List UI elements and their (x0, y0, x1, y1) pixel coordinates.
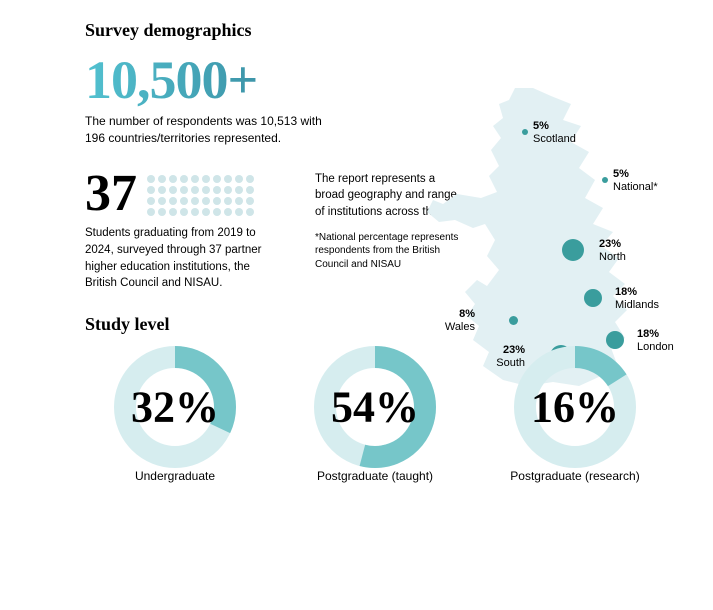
dot-icon (169, 208, 177, 216)
stat-37-number: 37 (85, 171, 137, 218)
dot-icon (147, 208, 155, 216)
map-label-pct: 8% (459, 308, 475, 320)
dot-icon (246, 208, 254, 216)
dot-icon (191, 208, 199, 216)
dot-icon (147, 175, 155, 183)
dot-icon (224, 175, 232, 183)
map-bubble-scotland (522, 129, 528, 135)
dot-icon (158, 208, 166, 216)
dot-icon (246, 175, 254, 183)
dot-icon (235, 186, 243, 194)
dot-icon (158, 197, 166, 205)
map-bubble-north (562, 239, 584, 261)
dot-icon (180, 208, 188, 216)
donut-label: Postgraduate (taught) (285, 469, 465, 483)
dot-icon (191, 186, 199, 194)
dot-icon (202, 175, 210, 183)
map-label-pct: 18% (637, 328, 659, 340)
dot-icon (191, 197, 199, 205)
map-label-name: Midlands (615, 299, 659, 311)
dot-icon (169, 175, 177, 183)
map-label-national: 5%National* (613, 168, 658, 193)
dot-icon (169, 197, 177, 205)
map-label-pct: 5% (613, 168, 629, 180)
dot-icon (224, 197, 232, 205)
dot-icon (235, 175, 243, 183)
donut-label: Undergraduate (85, 469, 265, 483)
map-label-name: National* (613, 181, 658, 193)
map-label-pct: 5% (533, 120, 549, 132)
map-bubble-national (602, 177, 608, 183)
dot-icon (202, 197, 210, 205)
dot-icon (202, 186, 210, 194)
dot-icon (158, 186, 166, 194)
donut-label: Postgraduate (research) (485, 469, 665, 483)
dot-icon (147, 186, 155, 194)
map-label-scotland: 5%Scotland (533, 120, 576, 145)
dot-icon (147, 197, 155, 205)
section-title-demographics: Survey demographics (85, 20, 673, 41)
dot-icon (158, 175, 166, 183)
map-label-pct: 23% (599, 238, 621, 250)
donut-chart: 32% (100, 347, 250, 467)
dot-icon (191, 175, 199, 183)
dot-icon (202, 208, 210, 216)
donut-item: 54% Postgraduate (taught) (285, 347, 465, 483)
stat-37-caption: Students graduating from 2019 to 2024, s… (85, 225, 285, 292)
dot-icon (235, 208, 243, 216)
dot-icon (246, 186, 254, 194)
donut-chart: 16% (500, 347, 650, 467)
map-bubble-midlands (584, 289, 602, 307)
map-label-name: Scotland (533, 133, 576, 145)
dot-icon (224, 208, 232, 216)
map-label-north: 23%North (599, 238, 626, 263)
dot-icon (169, 186, 177, 194)
map-bubble-wales (509, 316, 518, 325)
map-label-wales: 8%Wales (445, 308, 475, 333)
dot-icon (213, 175, 221, 183)
donut-percentage: 54% (331, 382, 419, 433)
dot-icon (180, 175, 188, 183)
map-label-midlands: 18%Midlands (615, 286, 659, 311)
dot-icon (213, 186, 221, 194)
donut-item: 16% Postgraduate (research) (485, 347, 665, 483)
map-label-name: North (599, 251, 626, 263)
donut-percentage: 16% (531, 382, 619, 433)
dot-icon (180, 197, 188, 205)
map-label-name: Wales (445, 321, 475, 333)
dot-grid-icon (147, 171, 254, 216)
dot-icon (224, 186, 232, 194)
donut-chart: 54% (300, 347, 450, 467)
map-label-pct: 18% (615, 286, 637, 298)
dot-icon (180, 186, 188, 194)
dot-icon (246, 197, 254, 205)
headline-subtitle: The number of respondents was 10,513 wit… (85, 113, 345, 147)
donut-row: 32% Undergraduate 54% Postgraduate (taught)… (85, 347, 673, 483)
donut-percentage: 32% (131, 382, 219, 433)
dot-icon (213, 197, 221, 205)
donut-item: 32% Undergraduate (85, 347, 265, 483)
dot-icon (213, 208, 221, 216)
dot-icon (235, 197, 243, 205)
